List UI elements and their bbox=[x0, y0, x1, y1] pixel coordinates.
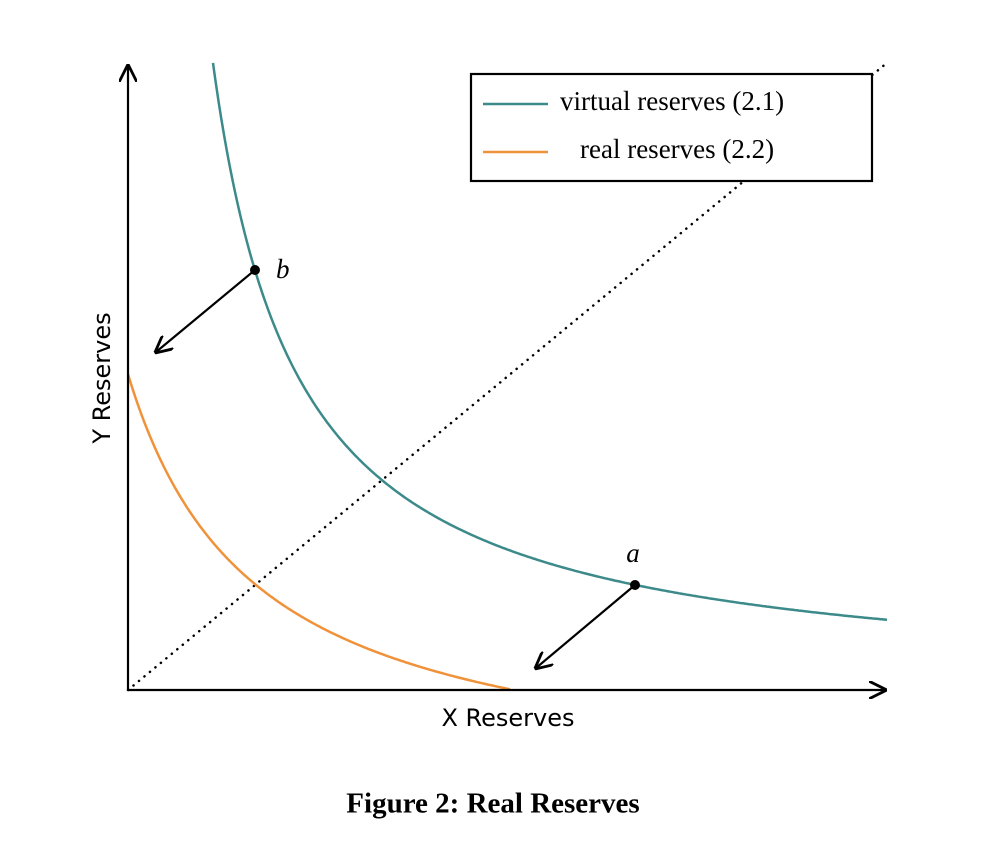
y-axis-label: Y Reserves bbox=[88, 312, 116, 444]
x-axis-label: X Reserves bbox=[441, 704, 574, 732]
legend-label: virtual reserves (2.1) bbox=[560, 86, 784, 116]
point-a bbox=[630, 580, 640, 590]
arrow-a bbox=[536, 584, 636, 668]
arrow-b bbox=[156, 269, 256, 352]
real-curve bbox=[126, 373, 511, 691]
caption: Figure 2: Real Reserves bbox=[346, 788, 639, 820]
legend-label: real reserves (2.2) bbox=[580, 134, 774, 164]
point-label: a bbox=[626, 538, 640, 568]
legend-box bbox=[469, 72, 874, 183]
virtual-curve bbox=[211, 62, 888, 622]
point-b bbox=[250, 265, 260, 275]
point-label: b bbox=[276, 254, 290, 284]
